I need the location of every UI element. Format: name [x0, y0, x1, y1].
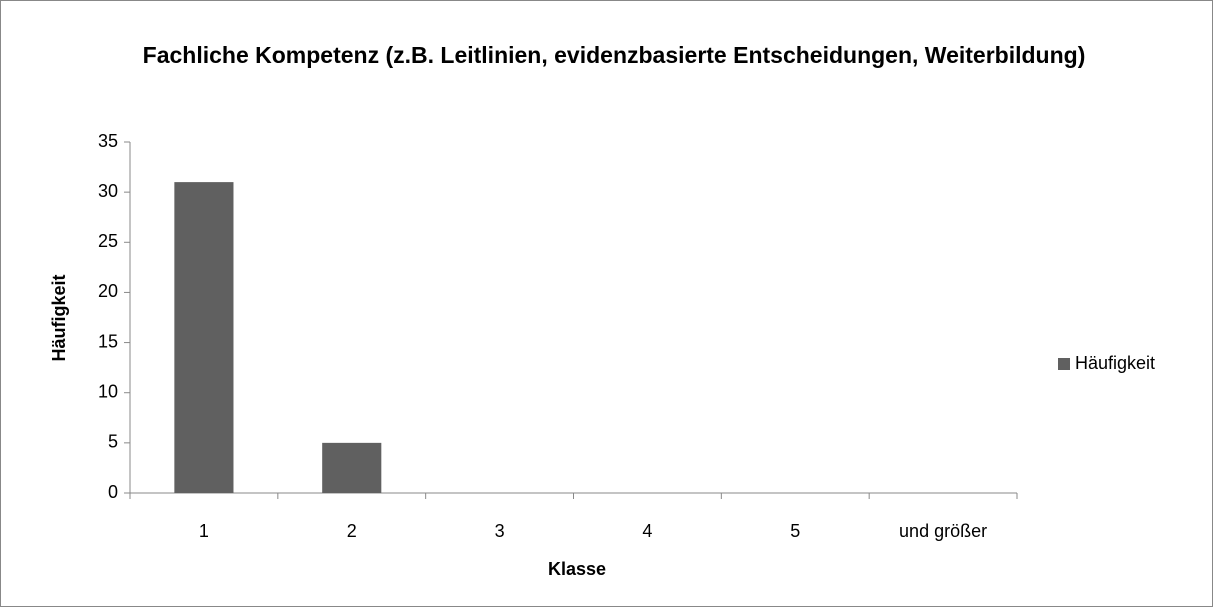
chart-title: Fachliche Kompetenz (z.B. Leitlinien, ev… — [142, 42, 1086, 68]
y-axis-label: Häufigkeit — [49, 274, 69, 361]
y-tick-label: 25 — [98, 231, 118, 251]
x-tick-label: 5 — [790, 521, 800, 541]
x-tick-label: 3 — [495, 521, 505, 541]
y-tick-label: 35 — [98, 131, 118, 151]
y-tick-label: 10 — [98, 381, 118, 401]
x-tick-label: 4 — [642, 521, 652, 541]
y-tick-label: 5 — [108, 432, 118, 452]
x-tick-label: und größer — [899, 521, 987, 541]
y-tick-label: 30 — [98, 181, 118, 201]
y-tick-label: 15 — [98, 331, 118, 351]
bar — [174, 182, 234, 493]
legend-swatch — [1058, 358, 1070, 370]
y-tick-label: 0 — [108, 482, 118, 502]
y-tick-label: 20 — [98, 281, 118, 301]
bar — [322, 442, 382, 493]
x-tick-label: 1 — [199, 521, 209, 541]
x-axis-label: Klasse — [548, 559, 606, 579]
legend-label: Häufigkeit — [1075, 353, 1155, 373]
x-tick-label: 2 — [347, 521, 357, 541]
